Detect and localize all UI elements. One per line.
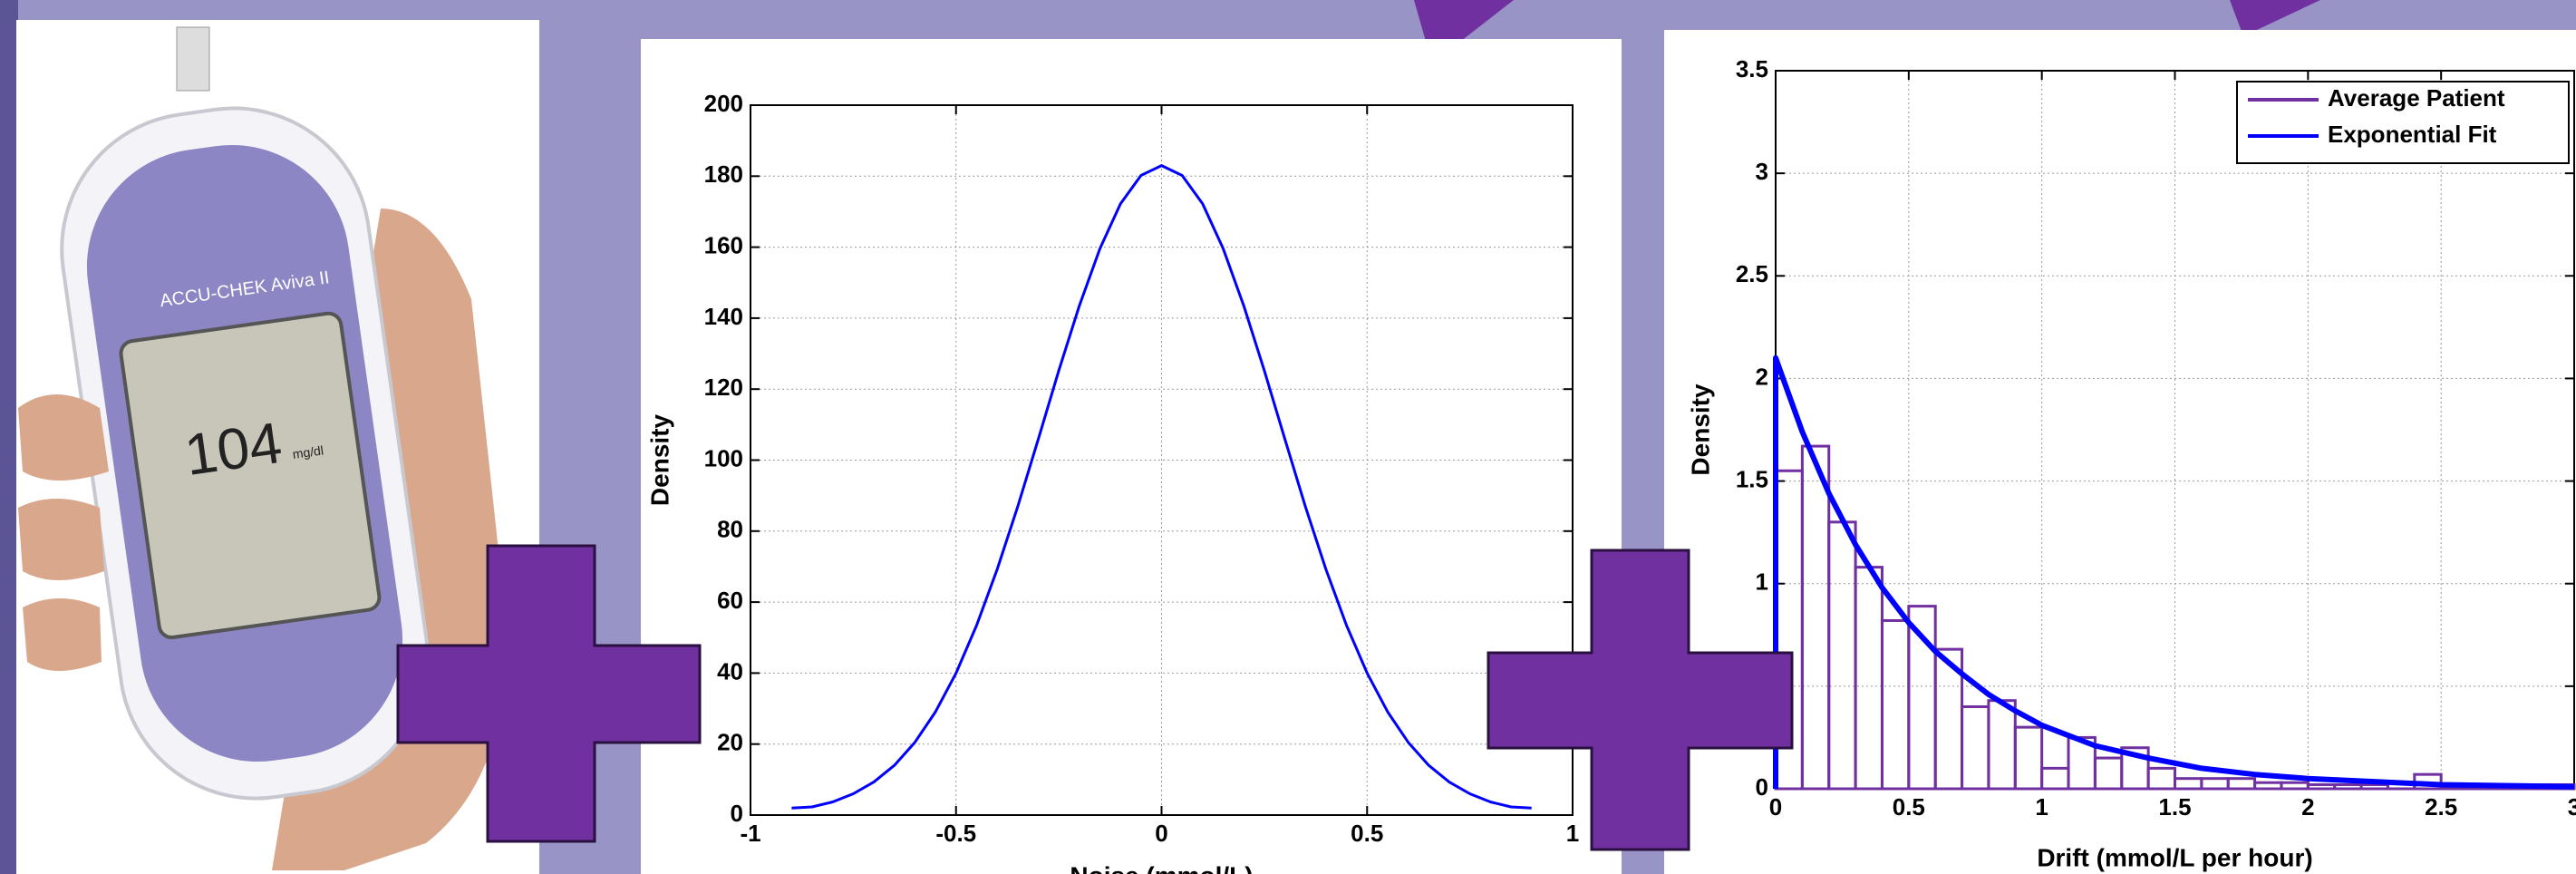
x-tick-label: 2.5 — [2425, 793, 2457, 821]
x-tick-label: 0.5 — [1351, 820, 1383, 847]
plus-sign — [396, 544, 702, 843]
y-axis-label: Density — [1686, 384, 1714, 476]
plus-shape — [396, 544, 702, 843]
chart-panel — [1664, 30, 2576, 874]
x-tick-label: 0 — [1769, 793, 1782, 821]
x-tick-label: -1 — [740, 820, 760, 847]
y-tick-label: 80 — [717, 516, 743, 543]
fingers — [18, 394, 109, 671]
y-tick-label: 0 — [1756, 773, 1768, 801]
y-tick-label: 3.5 — [1736, 55, 1768, 83]
y-tick-label: 2.5 — [1736, 260, 1768, 287]
legend: Average Patient Exponential Fit — [2236, 81, 2570, 164]
y-tick-label: 180 — [704, 160, 743, 188]
x-tick-label: 0.5 — [1893, 793, 1925, 821]
y-tick-label: 160 — [704, 231, 743, 258]
y-tick-label: 0 — [731, 800, 743, 827]
legend-label: Exponential Fit — [2328, 121, 2497, 148]
y-tick-label: 100 — [704, 444, 743, 471]
chart-panel — [641, 39, 1622, 874]
x-tick-label: -0.5 — [935, 820, 976, 847]
data-line — [1773, 354, 2575, 790]
x-tick-label: 0 — [1155, 820, 1167, 847]
chart: 00.511.522.533.500.511.522.53DensityDrif… — [1686, 55, 2576, 872]
y-tick-label: 60 — [717, 587, 743, 614]
x-tick-label: 2 — [2301, 793, 2314, 821]
plus-sign — [1487, 549, 1794, 851]
x-axis-label: Drift (mmol/L per hour) — [2037, 843, 2312, 871]
plot-frame — [750, 104, 1574, 816]
y-tick-label: 200 — [704, 90, 743, 117]
y-tick-label: 20 — [717, 729, 743, 756]
plus-shape — [1487, 549, 1794, 851]
y-tick-label: 120 — [704, 374, 743, 401]
data-line — [791, 164, 1532, 810]
y-tick-label: 3 — [1756, 158, 1768, 185]
x-tick-label: 1 — [1566, 820, 1579, 847]
histogram-bar — [2013, 725, 2044, 791]
legend-box — [2236, 81, 2570, 164]
device-reading: 104 — [180, 410, 286, 488]
y-tick-label: 1 — [1756, 568, 1768, 596]
y-tick-label: 40 — [717, 657, 743, 685]
left-stripe — [0, 0, 18, 874]
device-photo: ACCU-CHEK Aviva II 104 mg/dl — [16, 20, 539, 874]
test-strip — [176, 26, 210, 92]
arrow-shape — [2230, 0, 2320, 36]
device-screen — [119, 311, 382, 640]
x-tick-label: 1 — [2035, 793, 2048, 821]
device-unit: mg/dl — [292, 442, 324, 461]
legend-label: Average Patient — [2328, 84, 2505, 112]
x-tick-label: 1.5 — [2158, 793, 2191, 821]
x-tick-label: 3 — [2568, 793, 2576, 821]
y-tick-label: 140 — [704, 303, 743, 330]
y-axis-label: Density — [645, 414, 673, 507]
x-axis-label: Noise (mmol/L) — [1070, 861, 1253, 874]
y-tick-label: 1.5 — [1736, 465, 1768, 492]
y-tick-label: 2 — [1756, 363, 1768, 390]
chart: 0 20 40 60 80 100 120 140 160 180 200 -1 -0.5 0 0.5 1 De… — [645, 90, 1579, 874]
